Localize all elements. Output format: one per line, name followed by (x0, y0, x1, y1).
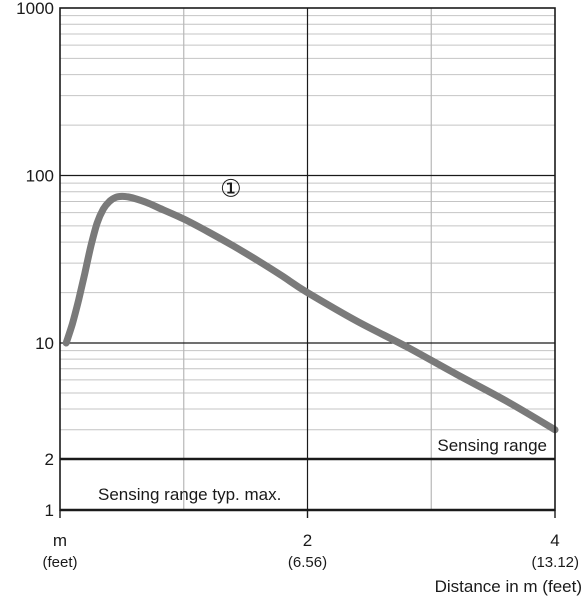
y-tick-label: 10 (35, 334, 54, 353)
y-tick-label: 100 (26, 167, 54, 186)
y-tick-label: 1000 (16, 0, 54, 18)
y-tick-label: 2 (45, 450, 54, 469)
y-tick-label: 1 (45, 501, 54, 520)
annotation-sensing-range-typ-max: Sensing range typ. max. (98, 485, 281, 504)
x-tick-sub-label: (6.56) (288, 554, 327, 571)
series-line-0 (62, 192, 559, 434)
x-unit-label: m (53, 531, 67, 550)
x-tick-label: 2 (303, 531, 312, 550)
annotation-sensing-range: Sensing range (437, 436, 547, 455)
x-tick-label: 4 (550, 531, 559, 550)
x-axis-label: Distance in m (feet) (435, 577, 582, 596)
x-tick-labels: 2 (6.56) 4 (13.12) (59, 510, 579, 571)
series-lines (62, 192, 559, 434)
series-marker-label: ① (220, 174, 242, 202)
x-unit-sub-label: (feet) (42, 554, 77, 571)
x-tick-sub-label: (13.12) (531, 554, 579, 571)
y-tick-labels: 1 2 10 100 1000 (16, 0, 54, 520)
grid-major-lines (60, 8, 555, 510)
